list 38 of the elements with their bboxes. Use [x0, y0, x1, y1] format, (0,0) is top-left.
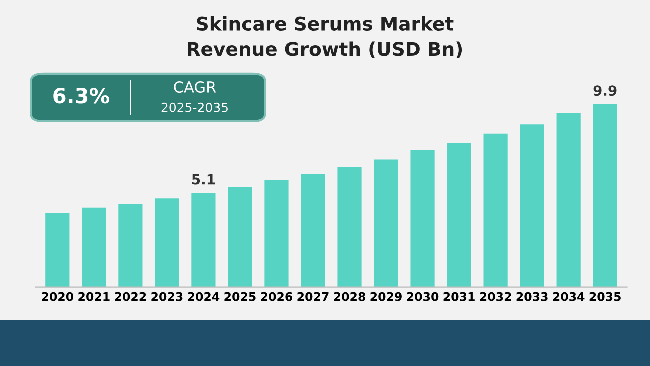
bar: [82, 208, 106, 288]
bar: [264, 180, 289, 288]
bar: [410, 150, 435, 288]
x-tick-label: 2035: [590, 292, 621, 302]
x-tick-label: 2022: [115, 292, 146, 302]
x-tick-label: 2034: [553, 292, 585, 302]
x-tick-label: 2025: [224, 292, 256, 302]
bar: [46, 213, 70, 288]
text: CAGR: [174, 81, 216, 94]
x-tick-label: 2024: [188, 292, 220, 302]
bar: [447, 143, 472, 288]
bar: [556, 114, 581, 288]
x-tick-label: 2032: [480, 292, 512, 302]
x-tick-label: 2028: [334, 292, 366, 302]
bar: [484, 134, 508, 288]
bar: [192, 193, 216, 288]
x-tick-label: 2033: [516, 292, 548, 302]
x-tick-label: 2026: [261, 292, 293, 302]
x-tick-label: 2027: [298, 292, 329, 302]
bar: [338, 167, 362, 288]
bar: [520, 124, 544, 288]
data-label: 5.1: [192, 174, 216, 185]
chart-title: Skincare Serums Market Revenue Growth (USD Bn): [188, 16, 462, 58]
x-tick-label: 2023: [152, 292, 183, 302]
bar: [593, 104, 618, 288]
bar: [118, 204, 143, 288]
text: 6.3%: [54, 88, 110, 104]
bar: [301, 174, 326, 288]
x-tick-label: 2021: [78, 292, 110, 302]
bar: [155, 198, 180, 288]
x-tick-label: 2031: [444, 292, 475, 302]
annotation: 2025-2035: [162, 102, 228, 112]
x-tick-label: 2030: [407, 292, 439, 302]
x-tick-label: 2029: [370, 292, 402, 302]
bar: [228, 187, 252, 288]
data-label: 9.9: [594, 86, 617, 96]
bar: [374, 160, 398, 288]
x-tick-label: 2020: [42, 292, 74, 302]
